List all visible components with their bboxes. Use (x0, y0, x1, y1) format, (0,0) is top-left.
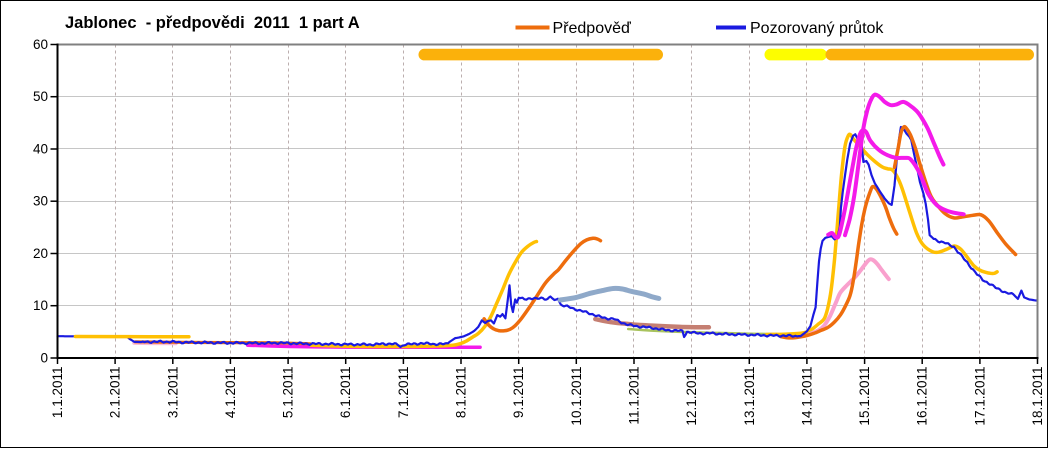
svg-text:17.1.2011: 17.1.2011 (972, 367, 987, 426)
svg-text:50: 50 (33, 89, 48, 104)
svg-text:13.1.2011: 13.1.2011 (742, 367, 757, 426)
svg-text:3.1.2011: 3.1.2011 (165, 367, 180, 419)
svg-text:18.1.2011: 18.1.2011 (1030, 367, 1045, 426)
svg-text:14.1.2011: 14.1.2011 (799, 367, 814, 426)
svg-text:30: 30 (33, 194, 48, 209)
svg-text:2.1.2011: 2.1.2011 (108, 367, 123, 419)
svg-text:4.1.2011: 4.1.2011 (223, 367, 238, 419)
svg-text:Jablonec - předpovědi 2011: Jablonec - předpovědi 2011 1 part A (65, 14, 360, 32)
svg-text:7.1.2011: 7.1.2011 (396, 367, 411, 419)
svg-text:10: 10 (33, 298, 48, 313)
svg-text:1.1.2011: 1.1.2011 (50, 367, 65, 419)
svg-text:Předpověď: Předpověď (553, 20, 631, 37)
svg-text:60: 60 (33, 37, 48, 52)
svg-text:6.1.2011: 6.1.2011 (338, 367, 353, 419)
svg-text:16.1.2011: 16.1.2011 (915, 367, 930, 426)
svg-text:11.1.2011: 11.1.2011 (627, 367, 642, 425)
svg-text:12.1.2011: 12.1.2011 (684, 367, 699, 426)
svg-text:Pozorovaný průtok: Pozorovaný průtok (750, 19, 884, 37)
svg-text:15.1.2011: 15.1.2011 (857, 367, 872, 426)
svg-text:9.1.2011: 9.1.2011 (511, 367, 526, 419)
svg-text:10.1.2011: 10.1.2011 (569, 367, 584, 426)
svg-text:40: 40 (33, 142, 48, 157)
svg-text:8.1.2011: 8.1.2011 (454, 367, 469, 419)
svg-text:5.1.2011: 5.1.2011 (281, 367, 296, 419)
svg-text:20: 20 (33, 246, 48, 261)
svg-text:0: 0 (40, 351, 48, 366)
